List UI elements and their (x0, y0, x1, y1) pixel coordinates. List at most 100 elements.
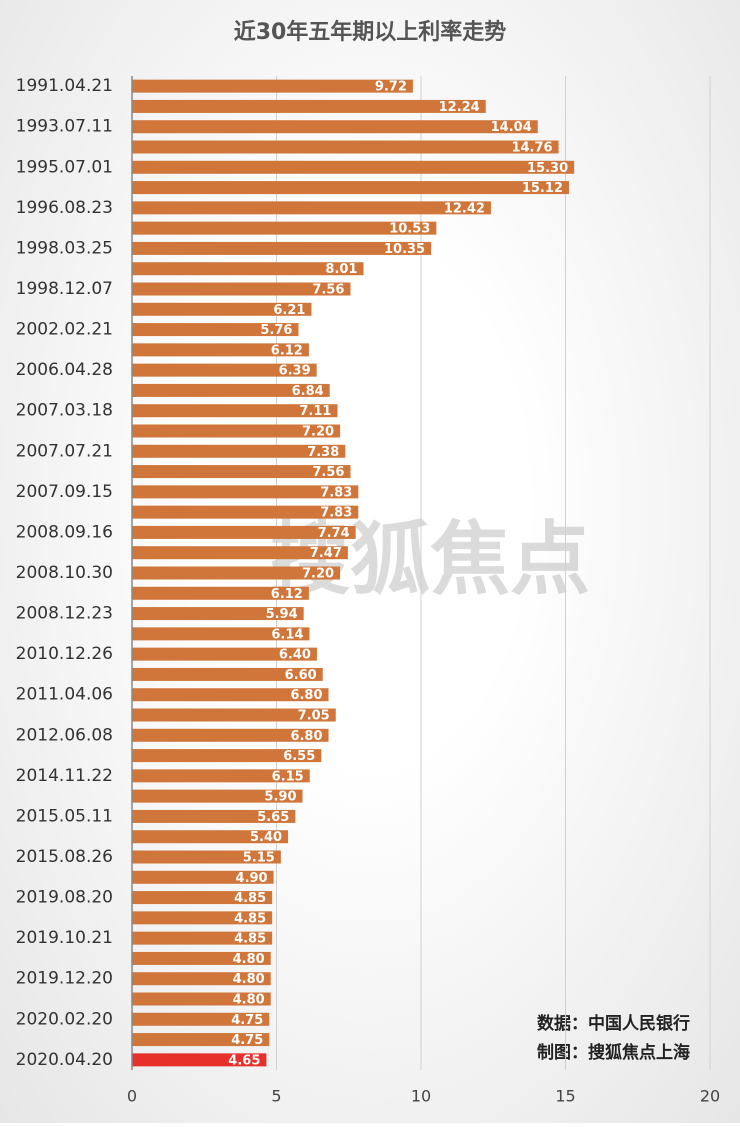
x-tick-label: 15 (555, 1087, 575, 1106)
y-tick-label: 2007.09.15 (16, 482, 113, 502)
value-label: 7.83 (320, 506, 352, 521)
value-label: 4.75 (231, 1013, 263, 1028)
value-label: 6.15 (272, 769, 304, 784)
y-tick-label: 2015.08.26 (16, 847, 113, 867)
bar (132, 586, 309, 600)
bar (132, 1012, 270, 1026)
bar (132, 830, 289, 844)
value-label: 5.94 (266, 607, 298, 622)
bar (132, 485, 359, 499)
bar (132, 566, 341, 580)
bar (132, 140, 559, 154)
value-label: 6.14 (271, 627, 303, 642)
chart-title: 近30年五年期以上利率走势 (234, 19, 507, 45)
value-label: 14.76 (511, 141, 552, 156)
bar (132, 931, 273, 945)
value-label: 4.80 (233, 972, 265, 987)
bar (132, 99, 486, 113)
y-tick-label: 2019.10.21 (16, 928, 113, 948)
bar (132, 951, 271, 965)
value-label: 5.76 (260, 323, 292, 338)
value-label: 4.85 (234, 911, 266, 926)
bar (132, 607, 304, 621)
value-label: 4.80 (233, 993, 265, 1008)
bar (132, 546, 348, 560)
bar (132, 120, 538, 134)
value-label: 7.56 (312, 283, 344, 298)
value-label: 7.56 (312, 465, 344, 480)
value-label: 4.85 (234, 932, 266, 947)
y-tick-label: 2008.12.23 (16, 604, 113, 624)
bar (132, 343, 309, 357)
bar (132, 627, 310, 641)
value-label: 6.80 (290, 729, 322, 744)
value-label: 4.65 (228, 1053, 260, 1068)
value-label: 6.55 (283, 749, 315, 764)
bar (132, 505, 359, 519)
bar (132, 323, 299, 337)
value-label: 4.85 (234, 891, 266, 906)
y-tick-label: 2020.02.20 (16, 1009, 113, 1029)
bar (132, 789, 303, 803)
value-label: 7.38 (307, 445, 339, 460)
bar (132, 992, 271, 1006)
value-label: 6.40 (279, 648, 311, 663)
value-label: 4.90 (236, 871, 268, 886)
annotation: 制图：搜狐焦点上海 (537, 1042, 690, 1063)
bar (132, 444, 346, 458)
bar (132, 201, 491, 215)
value-label: 7.74 (318, 526, 350, 541)
bar (132, 262, 364, 276)
bar (132, 769, 310, 783)
value-label: 7.20 (302, 425, 334, 440)
x-tick-label: 5 (271, 1087, 281, 1106)
y-tick-label: 2014.11.22 (16, 766, 113, 786)
value-label: 9.72 (375, 80, 407, 95)
value-label: 4.75 (231, 1033, 263, 1048)
value-label: 10.53 (389, 222, 430, 237)
value-label: 6.84 (292, 384, 324, 399)
value-label: 7.05 (298, 709, 330, 724)
bar (132, 911, 273, 925)
value-label: 8.01 (325, 262, 357, 277)
y-tick-label: 2020.04.20 (16, 1050, 113, 1070)
value-label: 5.15 (243, 851, 275, 866)
value-label: 10.35 (384, 242, 425, 257)
value-label: 5.90 (264, 790, 296, 805)
y-tick-label: 1998.03.25 (16, 238, 113, 258)
value-label: 15.12 (522, 181, 563, 196)
value-label: 15.30 (527, 161, 568, 176)
bar (132, 424, 341, 438)
value-label: 12.24 (439, 100, 480, 115)
bar (132, 363, 317, 377)
y-tick-label: 1995.07.01 (16, 157, 113, 177)
bar (132, 809, 296, 823)
y-tick-label: 2012.06.08 (16, 725, 113, 745)
y-tick-label: 2007.07.21 (16, 441, 113, 461)
bar (132, 79, 413, 93)
value-label: 5.65 (257, 810, 289, 825)
value-label: 6.80 (290, 688, 322, 703)
y-tick-label: 2007.03.18 (16, 401, 113, 421)
y-tick-label: 2006.04.28 (16, 360, 113, 380)
y-tick-label: 2002.02.21 (16, 320, 113, 340)
y-tick-label: 1998.12.07 (16, 279, 113, 299)
bar (132, 221, 437, 235)
bar (132, 1053, 267, 1067)
bar (132, 404, 338, 418)
y-tick-label: 2011.04.06 (16, 685, 113, 705)
value-label: 7.47 (310, 546, 342, 561)
bar (132, 667, 323, 681)
value-label: 6.12 (271, 587, 303, 602)
y-tick-label: 1991.04.21 (16, 76, 113, 96)
value-label: 6.39 (279, 364, 311, 379)
bar (132, 688, 329, 702)
value-label: 6.21 (273, 303, 305, 318)
y-tick-label: 2010.12.26 (16, 644, 113, 664)
bar (132, 850, 281, 864)
bar (132, 972, 271, 986)
value-label: 7.20 (302, 567, 334, 582)
y-tick-label: 2008.10.30 (16, 563, 113, 583)
bar (132, 647, 317, 661)
